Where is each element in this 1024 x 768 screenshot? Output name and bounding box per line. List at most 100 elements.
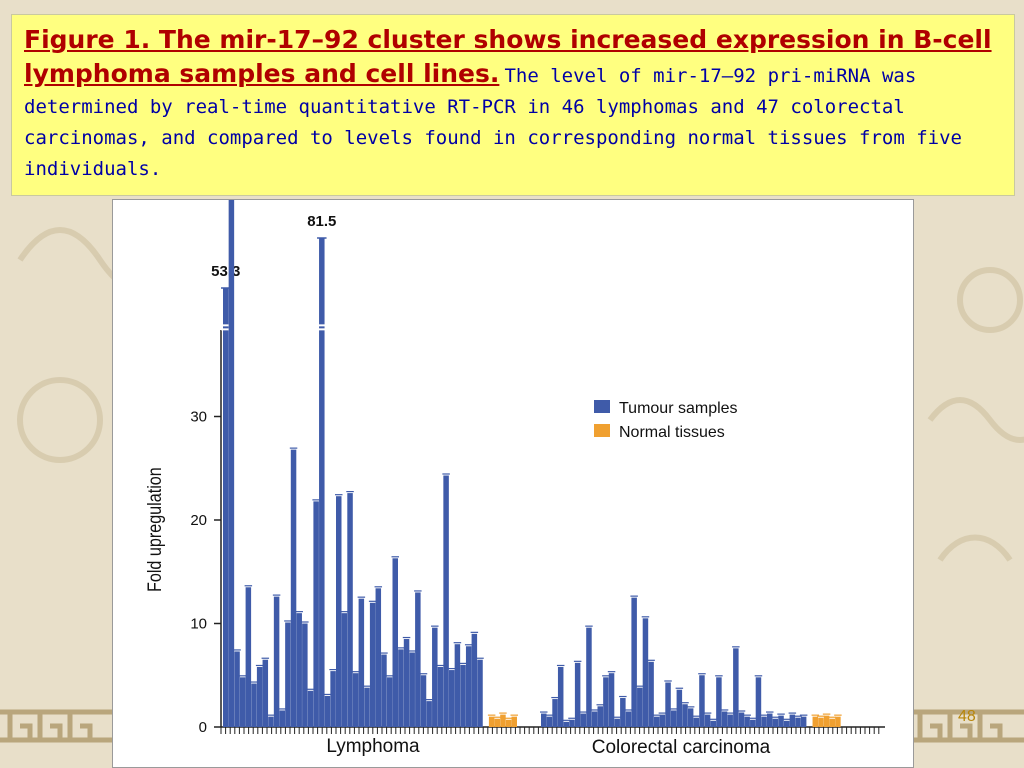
tumour-bar xyxy=(420,675,427,727)
tumour-bar xyxy=(546,716,553,727)
tumour-bar xyxy=(637,687,643,727)
tumour-bar xyxy=(375,588,382,727)
tumour-bar xyxy=(631,597,637,727)
tumour-bar xyxy=(541,713,547,727)
legend-swatch xyxy=(594,424,610,437)
tumour-bar xyxy=(721,711,728,727)
tumour-bar xyxy=(676,689,683,727)
tumour-bar xyxy=(296,613,302,727)
tumour-bar xyxy=(454,644,461,727)
normal-tissue-bar xyxy=(818,717,824,727)
tumour-bar xyxy=(268,716,274,727)
tumour-bar xyxy=(256,666,263,727)
tumour-bar xyxy=(364,687,370,727)
tumour-bar xyxy=(409,652,415,727)
tumour-bar xyxy=(642,618,649,727)
normal-tissue-bar xyxy=(511,716,517,727)
tumour-bar xyxy=(336,496,342,727)
tumour-bar xyxy=(603,677,609,727)
tumour-bar xyxy=(307,690,314,727)
y-tick-label: 0 xyxy=(199,719,207,736)
normal-tissue-bar xyxy=(812,716,819,727)
bar-chart: 0 10 20 30 Fold upregulation 53.3 81.5 Lymphoma… xyxy=(144,200,885,758)
tumour-bar xyxy=(608,673,615,727)
tumour-bar xyxy=(727,714,733,727)
tumour-bar xyxy=(352,673,359,727)
tumour-bar xyxy=(586,627,592,727)
caption-body: The level of mir-17–92 pri-miRNA was det… xyxy=(24,65,962,180)
tumour-bar xyxy=(290,449,297,727)
tumour-bar xyxy=(471,633,478,727)
tumour-bar xyxy=(262,659,269,727)
tumour-bar xyxy=(330,671,336,727)
chart-panel: 0 10 20 30 Fold upregulation 53.3 81.5 Lymphoma… xyxy=(112,199,914,768)
peak-value-label: 81.5 xyxy=(307,213,336,230)
tumour-bar xyxy=(557,666,564,727)
y-tick-label: 10 xyxy=(190,616,207,633)
tumour-bar xyxy=(699,675,705,727)
tumour-bar xyxy=(358,598,365,727)
tumour-bar xyxy=(665,682,671,727)
tumour-bar xyxy=(704,714,711,727)
tumour-bar xyxy=(738,712,745,727)
tumour-bar-broken xyxy=(319,238,325,727)
tumour-bar xyxy=(386,677,393,727)
tumour-bar xyxy=(369,602,376,727)
tumour-bar xyxy=(251,683,257,727)
tumour-bar xyxy=(477,659,483,727)
tumour-bar xyxy=(313,501,319,727)
tumour-bar xyxy=(693,717,700,727)
tumour-bar xyxy=(755,677,762,727)
tumour-bar xyxy=(347,493,353,727)
tumour-bar xyxy=(324,695,331,727)
tumour-bar xyxy=(245,587,252,727)
tumour-bar xyxy=(654,716,660,727)
legend-swatch xyxy=(594,400,610,413)
tumour-bar xyxy=(687,708,694,727)
x-group-label-colorectal: Colorectal carcinoma xyxy=(592,737,771,758)
tumour-bar xyxy=(228,200,235,728)
x-group-label-lymphoma: Lymphoma xyxy=(326,736,420,757)
tumour-bar xyxy=(733,648,739,727)
tumour-bar xyxy=(783,720,790,727)
legend-label: Tumour samples xyxy=(619,400,738,417)
tumour-bar xyxy=(381,654,387,727)
normal-tissue-bar xyxy=(505,719,512,727)
caption-title: Figure 1. The mir-17–92 cluster shows in… xyxy=(24,25,992,88)
tumour-bar xyxy=(795,717,801,727)
tumour-bar xyxy=(710,720,716,727)
tumour-bar xyxy=(682,704,688,727)
tumour-bar xyxy=(234,651,240,727)
tumour-bar xyxy=(426,701,432,727)
y-tick-label: 30 xyxy=(190,409,207,426)
tumour-bar xyxy=(569,719,575,727)
tumour-bar xyxy=(648,661,654,727)
normal-tissue-bar xyxy=(494,718,501,727)
tumour-bar xyxy=(750,719,756,727)
tumour-bar xyxy=(670,710,677,727)
tumour-bar xyxy=(744,716,750,727)
tumour-bar xyxy=(591,711,598,727)
y-tick-label: 20 xyxy=(190,512,207,529)
tumour-bar xyxy=(574,662,581,727)
figure-caption: Figure 1. The mir-17–92 cluster shows in… xyxy=(11,14,1015,196)
legend-label: Normal tissues xyxy=(619,424,725,441)
tumour-bar xyxy=(273,596,280,727)
tumour-bar xyxy=(800,716,807,727)
tumour-bar xyxy=(659,714,666,727)
tumour-bar xyxy=(597,706,603,727)
tumour-bar xyxy=(449,670,455,727)
tumour-bar xyxy=(789,714,796,727)
tumour-bar xyxy=(761,716,767,727)
tumour-bar xyxy=(620,698,626,727)
tumour-bar xyxy=(772,718,779,727)
tumour-bar xyxy=(460,664,466,727)
tumour-bar xyxy=(302,623,308,727)
tumour-bar xyxy=(403,639,410,727)
tumour-bar xyxy=(465,646,472,727)
tumour-bar xyxy=(716,677,722,727)
tumour-bar xyxy=(398,649,404,727)
tumour-bar xyxy=(432,627,438,727)
tumour-bar xyxy=(239,677,246,727)
tumour-bar xyxy=(279,710,285,727)
